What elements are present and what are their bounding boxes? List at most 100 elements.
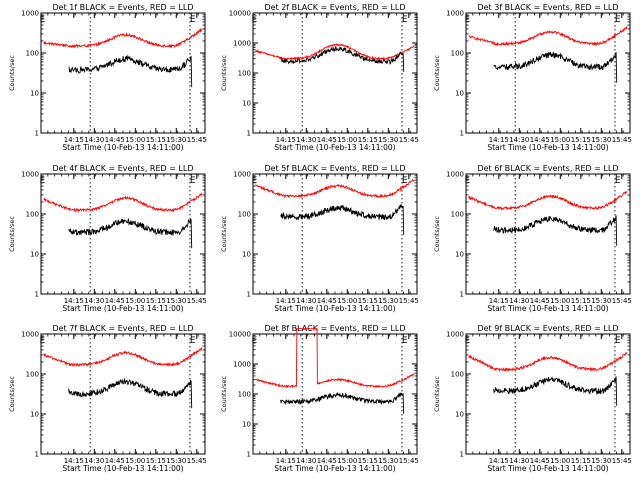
chart-title: Det 8f BLACK = Events, RED = LLD	[264, 324, 405, 333]
x-tick-label: 14:45	[105, 297, 125, 305]
x-tick-label: 15:45	[399, 136, 419, 144]
y-tick-label: 10	[242, 421, 251, 429]
x-tick-label: 15:00	[337, 297, 357, 305]
x-tick-label: 14:15	[276, 136, 296, 144]
x-tick-label: 15:00	[125, 297, 145, 305]
x-tick-label: 14:15	[276, 457, 296, 465]
y-tick-label: 1	[247, 130, 251, 138]
series-line-lld	[43, 347, 203, 368]
series-line-lld	[255, 178, 415, 199]
series-line-events	[280, 204, 405, 235]
flag-marker: E	[190, 15, 196, 25]
flag-marker: E	[40, 15, 46, 25]
series-line-lld	[43, 192, 203, 213]
x-axis-label: Start Time (10-Feb-13 14:11:00)	[62, 304, 183, 313]
y-tick-label: 100	[451, 211, 464, 219]
y-tick-label: 10000	[229, 331, 251, 339]
x-tick-label: 15:00	[550, 136, 570, 144]
x-tick-label: 14:15	[489, 297, 509, 305]
y-tick-label: 1	[460, 451, 464, 459]
series-line-lld	[43, 27, 203, 49]
x-tick-label: 14:15	[276, 297, 296, 305]
y-tick-label: 1000	[21, 10, 39, 18]
chart-title: Det 6f BLACK = Events, RED = LLD	[477, 164, 618, 173]
y-axis-label: Counts/sec	[433, 376, 441, 412]
flag-marker: E	[40, 176, 46, 186]
y-tick-label: 1000	[21, 331, 39, 339]
x-tick-label: 15:30	[378, 297, 398, 305]
x-tick-label: 14:15	[64, 457, 84, 465]
flag-marker: E	[190, 176, 196, 186]
flag-marker: E	[252, 15, 258, 25]
flag-marker: E	[465, 15, 471, 25]
y-tick-label: 1000	[233, 361, 251, 369]
x-tick-label: 14:45	[105, 457, 125, 465]
chart-panel-3: Det 3f BLACK = Events, RED = LLD 1 10 100 10…	[433, 3, 632, 152]
x-tick-label: 15:00	[550, 297, 570, 305]
flag-marker: E	[465, 336, 471, 346]
y-tick-label: 1000	[233, 171, 251, 179]
flag-marker: E	[402, 15, 408, 25]
x-tick-label: 14:30	[296, 457, 316, 465]
x-tick-label: 14:45	[317, 297, 337, 305]
y-tick-label: 1000	[446, 10, 464, 18]
chart-title: Det 1f BLACK = Events, RED = LLD	[52, 3, 193, 12]
x-tick-label: 15:30	[378, 136, 398, 144]
x-tick-label: 15:45	[399, 297, 419, 305]
x-axis-label: Start Time (10-Feb-13 14:11:00)	[274, 143, 395, 152]
chart-title: Det 4f BLACK = Events, RED = LLD	[52, 164, 193, 173]
y-tick-label: 1	[247, 451, 251, 459]
x-tick-label: 15:30	[591, 136, 611, 144]
x-tick-label: 15:45	[399, 457, 419, 465]
y-tick-label: 1000	[446, 331, 464, 339]
chart-panel-1: Det 1f BLACK = Events, RED = LLD 1 10 100 10…	[8, 3, 207, 152]
x-tick-label: 14:30	[509, 136, 529, 144]
x-tick-label: 14:15	[64, 136, 84, 144]
x-tick-label: 15:15	[146, 297, 166, 305]
plot-frame	[465, 12, 631, 134]
x-axis-label: Start Time (10-Feb-13 14:11:00)	[487, 143, 608, 152]
x-tick-label: 15:15	[571, 297, 591, 305]
x-tick-label: 15:30	[166, 136, 186, 144]
x-tick-label: 15:30	[378, 457, 398, 465]
y-axis-label: Counts/sec	[8, 216, 16, 252]
y-tick-label: 100	[26, 371, 39, 379]
y-tick-label: 100	[451, 371, 464, 379]
y-axis-label: Counts/sec	[220, 55, 228, 91]
chart-panel-5: Det 5f BLACK = Events, RED = LLD 1 10 100 10…	[220, 164, 419, 313]
y-axis-label: Counts/sec	[8, 55, 16, 91]
plot-frame	[252, 12, 418, 134]
x-tick-label: 15:15	[358, 297, 378, 305]
x-tick-label: 15:45	[187, 457, 207, 465]
series-line-events	[493, 50, 618, 83]
flag-marker: E	[615, 176, 621, 186]
flag-marker: E	[402, 176, 408, 186]
y-tick-label: 10	[455, 251, 464, 259]
y-tick-label: 1	[35, 291, 39, 299]
y-tick-label: 10000	[229, 10, 251, 18]
flag-marker: E	[402, 336, 408, 346]
x-tick-label: 15:30	[591, 297, 611, 305]
chart-title: Det 9f BLACK = Events, RED = LLD	[477, 324, 618, 333]
series-line-events	[68, 377, 193, 409]
x-tick-label: 14:15	[489, 136, 509, 144]
y-tick-label: 1000	[21, 171, 39, 179]
x-axis-label: Start Time (10-Feb-13 14:11:00)	[274, 464, 395, 473]
x-tick-label: 15:45	[612, 457, 632, 465]
y-tick-label: 100	[26, 50, 39, 58]
y-tick-label: 10	[242, 100, 251, 108]
y-axis-label: Counts/sec	[8, 376, 16, 412]
x-tick-label: 14:30	[509, 297, 529, 305]
series-line-lld	[468, 191, 628, 211]
x-tick-label: 14:15	[489, 457, 509, 465]
y-axis-label: Counts/sec	[220, 216, 228, 252]
chart-title: Det 2f BLACK = Events, RED = LLD	[264, 3, 405, 12]
plot-frame	[40, 173, 206, 295]
flag-marker: E	[615, 336, 621, 346]
flag-marker: E	[252, 336, 258, 346]
x-tick-label: 15:15	[358, 136, 378, 144]
y-tick-label: 10	[30, 90, 39, 98]
y-axis-label: Counts/sec	[433, 216, 441, 252]
x-tick-label: 15:00	[337, 136, 357, 144]
